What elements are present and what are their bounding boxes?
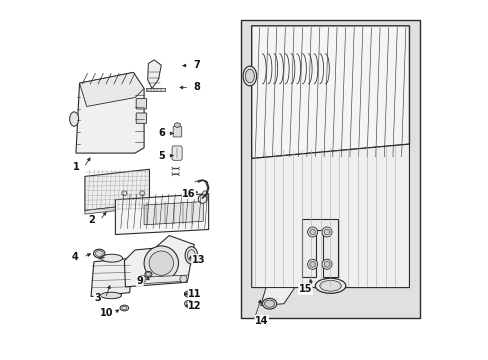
Circle shape	[198, 195, 206, 203]
Polygon shape	[115, 194, 208, 234]
FancyBboxPatch shape	[136, 113, 146, 123]
Text: 15: 15	[298, 284, 311, 294]
Polygon shape	[144, 202, 203, 225]
Ellipse shape	[144, 271, 152, 277]
Polygon shape	[124, 235, 194, 287]
Text: 2: 2	[88, 215, 95, 225]
Text: 13: 13	[191, 255, 205, 265]
Polygon shape	[136, 275, 188, 284]
Ellipse shape	[93, 249, 105, 258]
Text: 9: 9	[136, 276, 143, 286]
Text: 11: 11	[188, 289, 202, 299]
Ellipse shape	[264, 300, 274, 307]
Text: 5: 5	[158, 150, 165, 161]
Polygon shape	[85, 203, 149, 214]
Ellipse shape	[186, 292, 191, 296]
Text: 10: 10	[100, 308, 113, 318]
Polygon shape	[145, 88, 164, 91]
Circle shape	[139, 275, 145, 283]
Circle shape	[184, 191, 189, 196]
Circle shape	[321, 259, 331, 269]
Circle shape	[202, 191, 207, 196]
Ellipse shape	[186, 302, 191, 306]
Ellipse shape	[69, 112, 79, 126]
FancyBboxPatch shape	[173, 127, 182, 137]
Circle shape	[149, 251, 173, 275]
Text: 12: 12	[188, 301, 202, 311]
Ellipse shape	[146, 273, 150, 276]
Circle shape	[324, 261, 329, 267]
Circle shape	[122, 191, 126, 196]
Circle shape	[309, 229, 315, 235]
Text: 8: 8	[193, 82, 200, 93]
Ellipse shape	[95, 251, 103, 256]
Ellipse shape	[319, 280, 341, 291]
FancyBboxPatch shape	[172, 146, 182, 160]
Circle shape	[180, 275, 187, 283]
Polygon shape	[260, 288, 294, 306]
Text: 6: 6	[158, 129, 165, 138]
Circle shape	[140, 191, 144, 196]
Polygon shape	[91, 258, 132, 297]
Ellipse shape	[120, 305, 128, 311]
Ellipse shape	[245, 69, 254, 83]
Polygon shape	[301, 220, 337, 277]
Text: 3: 3	[94, 293, 101, 303]
Polygon shape	[174, 123, 180, 128]
Ellipse shape	[187, 249, 195, 261]
Polygon shape	[85, 169, 149, 211]
Ellipse shape	[315, 278, 345, 293]
Ellipse shape	[101, 254, 122, 262]
Text: 14: 14	[254, 316, 268, 325]
Ellipse shape	[243, 66, 256, 86]
Polygon shape	[147, 60, 161, 89]
Ellipse shape	[122, 306, 126, 310]
FancyBboxPatch shape	[136, 99, 146, 109]
Text: 1: 1	[72, 162, 79, 172]
Circle shape	[321, 227, 331, 237]
Ellipse shape	[262, 298, 276, 309]
Text: 16: 16	[182, 189, 195, 199]
Circle shape	[307, 227, 317, 237]
Polygon shape	[80, 72, 144, 107]
Polygon shape	[241, 21, 419, 318]
Ellipse shape	[101, 292, 121, 299]
Polygon shape	[251, 144, 408, 288]
Text: 7: 7	[193, 60, 200, 70]
Circle shape	[324, 229, 329, 235]
Circle shape	[307, 259, 317, 269]
Ellipse shape	[185, 247, 197, 264]
Polygon shape	[76, 72, 144, 153]
Ellipse shape	[184, 291, 193, 297]
Polygon shape	[251, 26, 408, 158]
Text: 4: 4	[72, 252, 79, 262]
Ellipse shape	[184, 301, 193, 307]
Circle shape	[309, 261, 315, 267]
Circle shape	[144, 246, 178, 280]
